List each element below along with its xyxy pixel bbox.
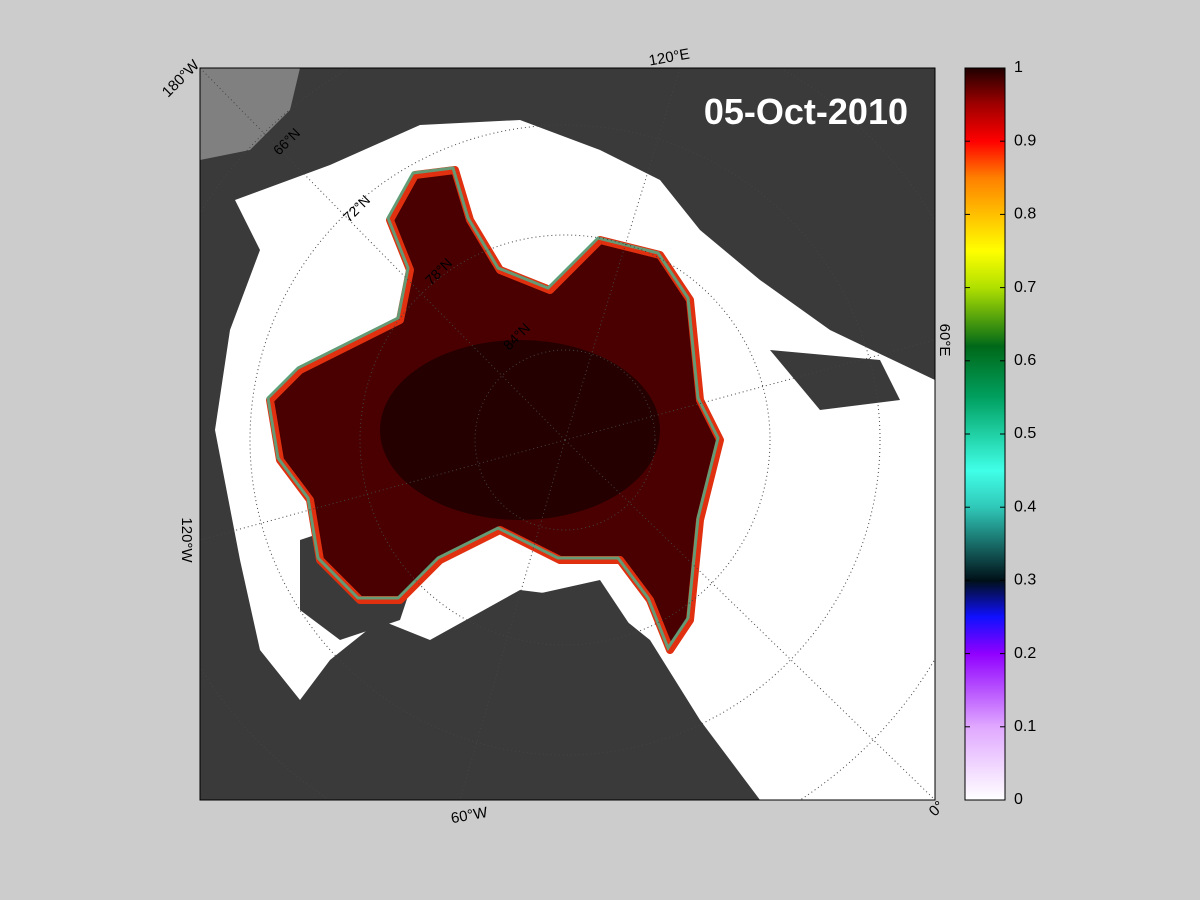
pack-ice [380,340,660,520]
colorbar-tick-label: 1 [1014,59,1023,76]
ice-edge [266,166,720,652]
map [200,68,935,800]
date-label: 05-Oct-2010 [704,91,908,132]
map-frame [199,67,936,801]
colorbar [964,67,1006,801]
colorbar-tick-label: 0 [1014,791,1023,808]
lon-label: 120°W [178,517,195,563]
lon-label: 60°E [936,324,953,357]
colorbar-tick-label: 0.5 [1014,425,1036,442]
graticule [200,68,935,800]
colorbar-tick-label: 0.3 [1014,572,1036,589]
lon-label: 60°W [450,804,490,827]
colorbar-tick-label: 0.2 [1014,645,1036,662]
colorbar-tick-label: 0.4 [1014,498,1036,515]
colorbar-tick-label: 0.6 [1014,352,1036,369]
colorbar-tick-label: 0.7 [1014,279,1036,296]
colorbar-tick-label: 0.9 [1014,132,1036,149]
outside-grid [200,68,300,160]
colorbar-tick-label: 0.8 [1014,206,1036,223]
lon-label: 180°W [159,56,204,101]
islands [770,350,900,410]
lon-label: 120°E [648,46,691,70]
lon-label: 0° [926,798,948,820]
colorbar-tick-label: 0.1 [1014,718,1036,735]
